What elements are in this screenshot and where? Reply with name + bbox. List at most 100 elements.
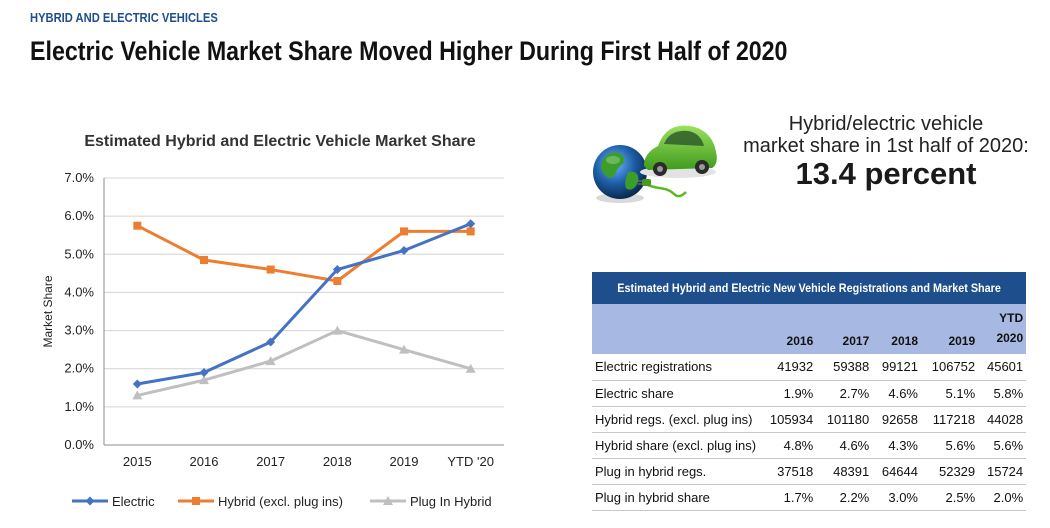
legend-swatch-marker [383, 496, 393, 505]
table-header-cell: 2017 [816, 304, 873, 354]
x-tick-label: 2015 [123, 454, 152, 469]
data-point [332, 265, 342, 275]
legend-label: Electric [112, 494, 155, 509]
table-cell: 41932 [759, 354, 817, 381]
page-title: Electric Vehicle Market Share Moved High… [30, 36, 788, 66]
table-row: Hybrid share (excl. plug ins) 4.8% 4.6% 4.3… [592, 432, 1027, 459]
legend-item: Plug In Hybrid [370, 494, 492, 509]
table-cell: 4.8% [759, 432, 817, 459]
table-header-cell: 2019 [921, 304, 979, 354]
x-axis-ticks: 2015 2016 2017 2018 2019 YTD '20 [123, 454, 494, 469]
data-point [132, 390, 143, 400]
table-cell: 2.2% [816, 484, 873, 511]
y-tick-label: 5.0% [64, 246, 94, 261]
data-point [266, 337, 276, 347]
data-point [400, 227, 408, 236]
table-cell: 3.0% [872, 484, 921, 511]
table-cell: 117218 [921, 406, 979, 433]
table-row-label: Hybrid share (excl. plug ins) [592, 432, 760, 459]
callout-line-1: Hybrid/electric vehicle [788, 113, 984, 135]
table-row-label: Electric share [592, 380, 760, 407]
registrations-table: Estimated Hybrid and Electric New Vehicl… [592, 272, 1027, 511]
table-cell: 2.5% [921, 484, 979, 511]
table-header-cell: YTD 2020 [978, 304, 1027, 354]
table-cell: 5.1% [921, 380, 979, 407]
green-car-icon [640, 125, 717, 178]
data-point [200, 256, 208, 265]
table-row-label: Plug in hybrid regs. [592, 458, 760, 485]
table-cell: 44028 [978, 406, 1027, 433]
data-point [333, 276, 342, 285]
market-share-line-chart: Estimated Hybrid and Electric Vehicle Ma… [41, 133, 504, 509]
section-kicker: HYBRID AND ELECTRIC VEHICLES [30, 10, 218, 25]
y-tick-label: 4.0% [64, 284, 94, 299]
y-tick-label: 3.0% [64, 323, 94, 338]
ev-illustration [593, 125, 717, 203]
data-point [466, 227, 475, 236]
chart-series [132, 219, 476, 400]
y-tick-label: 7.0% [64, 170, 94, 185]
series-line [136, 329, 472, 397]
table-row: Plug in hybrid share 1.7% 2.2% 3.0% 2.5% 2.0% [592, 484, 1027, 511]
table-header-row: 2016 2017 2018 2019 YTD 2020 [592, 304, 1027, 354]
data-point [199, 375, 209, 385]
callout-value: 13.4 percent [795, 156, 977, 191]
table-header-blank [592, 304, 760, 354]
table-cell: 5.8% [978, 380, 1027, 407]
table-cell: 1.7% [759, 484, 817, 511]
table-cell: 5.6% [921, 432, 979, 459]
table-cell: 45601 [978, 354, 1027, 381]
y-tick-label: 0.0% [64, 437, 94, 452]
table-cell: 64644 [872, 458, 921, 485]
chart-gridlines [103, 177, 504, 446]
x-tick-label: 2016 [190, 454, 219, 469]
table-cell: 5.6% [978, 432, 1027, 459]
data-point [132, 379, 142, 389]
callout-line-2: market share in 1st half of 2020: [743, 135, 1029, 157]
y-tick-label: 1.0% [64, 399, 94, 414]
data-point [466, 219, 476, 229]
table-cell: 2.7% [816, 380, 873, 407]
table-cell: 4.6% [816, 432, 873, 459]
series-electric [132, 219, 476, 389]
data-point [399, 344, 409, 354]
table-row-label: Hybrid regs. (excl. plug ins) [592, 406, 760, 433]
x-tick-label: 2018 [323, 454, 352, 469]
table-cell: 48391 [816, 458, 873, 485]
series-plug-in-hybrid [132, 325, 476, 400]
legend-label: Hybrid (excl. plug ins) [218, 494, 343, 509]
x-tick-label: 2019 [390, 454, 419, 469]
table-cell: 15724 [978, 458, 1027, 485]
series-hybrid-excl-plug-ins [133, 221, 475, 285]
table-header-cell: 2016 [759, 304, 817, 354]
legend-label: Plug In Hybrid [410, 494, 492, 509]
table-title: Estimated Hybrid and Electric New Vehicl… [592, 272, 1027, 304]
table-row-label: Electric registrations [592, 354, 760, 381]
table-row: Plug in hybrid regs. 37518 48391 64644 52329… [592, 458, 1027, 485]
y-tick-label: 6.0% [64, 208, 94, 223]
legend-item: Hybrid (excl. plug ins) [178, 494, 343, 509]
table-cell: 106752 [921, 354, 979, 381]
table-row-label: Plug in hybrid share [592, 484, 760, 511]
table-cell: 2.0% [978, 484, 1027, 511]
table-row: Hybrid regs. (excl. plug ins) 105934 10118… [592, 406, 1027, 433]
legend-swatch-marker [192, 497, 200, 505]
table-cell: 37518 [759, 458, 817, 485]
y-axis-ticks: 0.0% 1.0% 2.0% 3.0% 4.0% 5.0% 6.0% 7.0% [64, 170, 94, 452]
table-cell: 4.3% [872, 432, 921, 459]
table-header-cell: 2018 [872, 304, 921, 354]
y-tick-label: 2.0% [64, 361, 94, 376]
data-point [199, 368, 209, 378]
chart-title: Estimated Hybrid and Electric Vehicle Ma… [84, 133, 475, 150]
data-point [465, 363, 476, 373]
table-cell: 59388 [816, 354, 873, 381]
chart-legend: Electric Hybrid (excl. plug ins) Plug In H… [72, 494, 492, 509]
table-cell: 99121 [872, 354, 921, 381]
table-cell: 105934 [759, 406, 817, 433]
table-row: Electric share 1.9% 2.7% 4.6% 5.1% 5.8% [592, 380, 1027, 407]
table-cell: 1.9% [759, 380, 817, 407]
globe-icon [593, 145, 647, 203]
table-cell: 101180 [816, 406, 873, 433]
series-line [136, 224, 471, 283]
x-tick-label: YTD '20 [447, 454, 494, 469]
